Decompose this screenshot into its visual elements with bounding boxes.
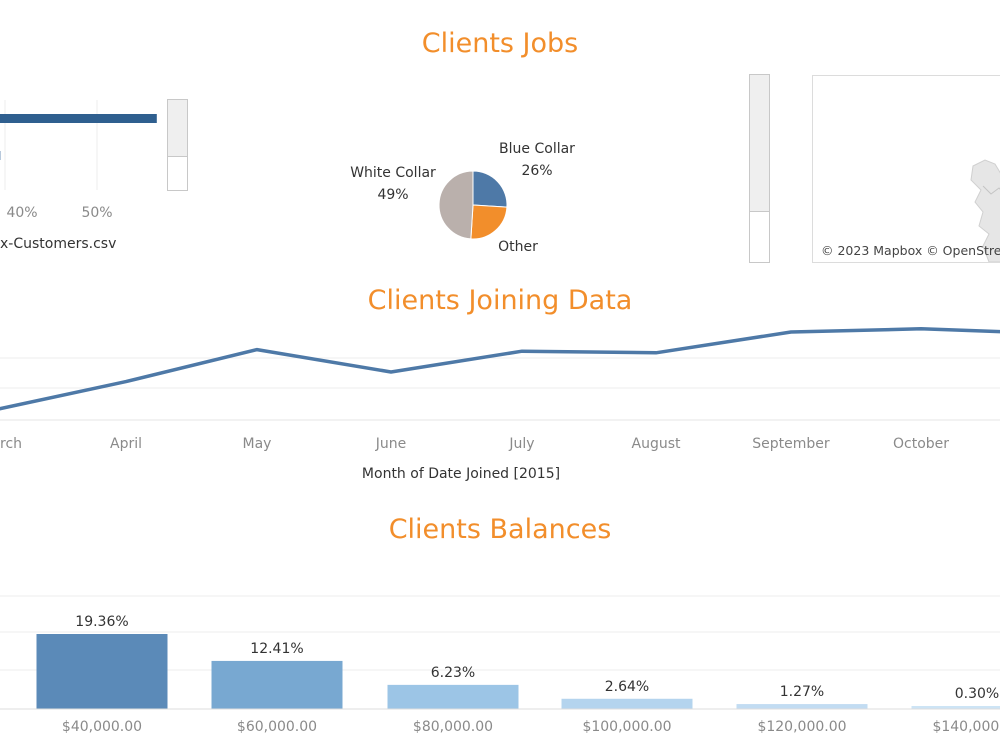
pie-slice-other [470, 204, 508, 240]
bal-value-label: 19.36% [75, 614, 128, 630]
line-x-ticks: rch April May June July August September Octobe… [0, 436, 949, 452]
bal-bar [36, 634, 168, 709]
title-clients-joining: Clients Joining Data [367, 285, 633, 316]
bar-panel-scrollbar[interactable] [167, 99, 188, 191]
bal-value-label: 1.27% [780, 684, 824, 700]
line-x-tick: May [243, 436, 272, 452]
line-x-axis-title: Month of Date Joined [2015] [362, 466, 560, 482]
bal-x-tick: $140,000.00 [932, 719, 1000, 735]
bal-x-tick: $80,000.00 [413, 719, 493, 735]
bal-bar-group: 19.36% $40,000.00 12.41% $60,000.00 6.23% $80… [36, 614, 1000, 735]
scrollbar-thumb[interactable] [750, 75, 769, 212]
source-label: x-Customers.csv [0, 236, 116, 252]
line-x-tick: August [632, 436, 682, 452]
hbar-0 [0, 114, 157, 123]
title-clients-balances: Clients Balances [388, 514, 612, 545]
bal-bar [736, 704, 868, 709]
map-landmass [970, 159, 1000, 262]
line-x-tick: October [893, 436, 949, 452]
bal-value-label: 12.41% [250, 641, 303, 657]
bal-bar [561, 698, 693, 709]
bal-value-label: 0.30% [955, 686, 999, 702]
bal-x-tick: $40,000.00 [62, 719, 142, 735]
map-attribution: © 2023 Mapbox © OpenStreetMap [821, 243, 1000, 258]
line-x-tick: September [752, 436, 830, 452]
hbar-group [0, 114, 157, 160]
bal-bar [211, 660, 343, 709]
bal-value-label: 2.64% [605, 679, 649, 695]
line-x-tick: April [110, 436, 142, 452]
pie-label-blue-collar: Blue Collar [499, 141, 575, 157]
pie-pct-white-collar: 49% [377, 187, 408, 203]
pie-label-other: Other [498, 239, 538, 255]
line-x-tick: July [508, 436, 534, 452]
line-x-tick: rch [0, 436, 22, 452]
legend-scrollbar[interactable] [749, 74, 770, 263]
x-tick-40: 40% [6, 205, 37, 221]
bal-value-label: 6.23% [431, 665, 475, 681]
x-tick-50: 50% [81, 205, 112, 221]
bal-bar [911, 706, 1000, 709]
bal-x-tick: $120,000.00 [757, 719, 846, 735]
map-view[interactable]: © 2023 Mapbox © OpenStreetMap [812, 75, 1000, 263]
pie-label-white-collar: White Collar [350, 165, 436, 181]
bal-x-tick: $60,000.00 [237, 719, 317, 735]
pie-group [438, 170, 508, 240]
line-x-tick: June [375, 436, 407, 452]
bal-x-tick: $100,000.00 [582, 719, 671, 735]
pie-pct-blue-collar: 26% [521, 163, 552, 179]
bal-bar [387, 684, 519, 709]
pie-slice-blue-collar [472, 170, 508, 208]
scrollbar-thumb[interactable] [168, 100, 187, 157]
joining-series-line [0, 327, 1000, 411]
pie-slice-white-collar [438, 170, 474, 240]
title-clients-jobs: Clients Jobs [421, 28, 579, 59]
